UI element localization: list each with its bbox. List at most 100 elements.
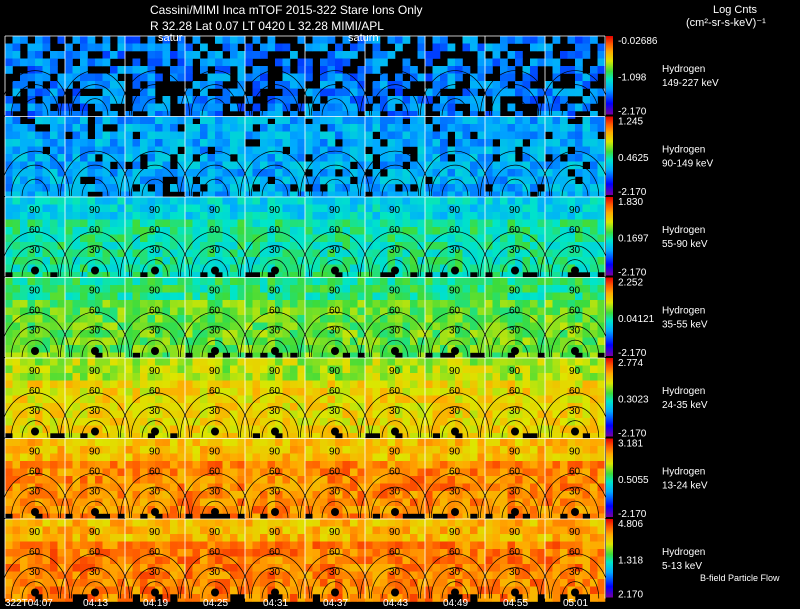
contour-label: 90: [569, 205, 581, 216]
x-tick-label: 04:43: [383, 598, 408, 609]
contour-label: 90: [89, 366, 101, 377]
contour-label: 30: [569, 487, 581, 498]
saturn-marker: [451, 427, 459, 436]
contour-label: 30: [269, 487, 281, 498]
saturn-marker: [511, 508, 519, 516]
energy-range-label: 149-227 keV: [662, 78, 719, 89]
contour-label: 60: [209, 386, 221, 397]
contour-label: 60: [89, 306, 101, 317]
saturn-marker: [451, 266, 459, 275]
contour-label: 90: [389, 527, 401, 538]
saturn-marker: [31, 266, 39, 275]
contour-label: 30: [509, 487, 521, 498]
contour-label: 30: [509, 326, 521, 337]
contour-label: 90: [29, 205, 41, 216]
colorbar-min-label: -2.170: [618, 348, 647, 359]
colorbar: [606, 197, 613, 276]
contour-label: 90: [449, 286, 461, 297]
contour-label: 30: [329, 406, 341, 417]
saturn-marker: [271, 266, 279, 275]
colorbar-mid-label: 0.04121: [618, 314, 655, 325]
saturn-marker: [31, 427, 39, 436]
energy-range-label: 13-24 keV: [662, 481, 708, 492]
x-tick-label: 04:37: [323, 598, 348, 609]
contour-label: 60: [329, 386, 341, 397]
contour-label: 30: [569, 406, 581, 417]
contour-label: 60: [329, 225, 341, 236]
contour-label: 90: [329, 366, 341, 377]
contour-label: 30: [149, 406, 161, 417]
colorbar-min-label: -2.170: [618, 268, 647, 279]
contour-label: 90: [89, 286, 101, 297]
contour-label: 30: [89, 245, 101, 256]
contour-label: 90: [209, 447, 221, 458]
contour-label: 30: [149, 487, 161, 498]
x-tick-label: 04:31: [263, 598, 288, 609]
contour-label: 60: [509, 467, 521, 478]
contour-label: 60: [569, 225, 581, 236]
contour-label: 60: [509, 225, 521, 236]
contour-label: 90: [449, 366, 461, 377]
colorbar-max-label: 3.181: [618, 439, 643, 450]
colorbar-min-label: -2.170: [618, 509, 647, 520]
contour-label: 30: [149, 326, 161, 337]
contour-label: 60: [29, 225, 41, 236]
contour-label: 30: [209, 406, 221, 417]
contour-label: 30: [29, 487, 41, 498]
saturn-marker: [451, 588, 459, 597]
contour-label: 60: [89, 547, 101, 558]
saturn-marker: [391, 588, 399, 597]
saturn-marker: [211, 588, 219, 597]
colorbar: [606, 519, 613, 598]
contour-label: 30: [389, 245, 401, 256]
plot-subtitle: R 32.28 Lat 0.07 LT 0420 L 32.28 MIMI/AP…: [150, 19, 384, 33]
contour-label: 60: [269, 467, 281, 478]
energy-range-label: 90-149 keV: [662, 159, 713, 170]
species-label: Hydrogen: [662, 145, 705, 156]
contour-label: 90: [569, 447, 581, 458]
contour-label: 60: [29, 306, 41, 317]
saturn-label: satur: [158, 32, 183, 44]
contour-label: 30: [89, 567, 101, 578]
contour-label: 30: [569, 567, 581, 578]
saturn-marker: [391, 266, 399, 275]
saturn-marker: [91, 508, 99, 516]
contour-label: 60: [389, 306, 401, 317]
colorbar-max-label: 1.245: [618, 117, 643, 128]
contour-label: 30: [509, 406, 521, 417]
contour-label: 90: [329, 527, 341, 538]
saturn-marker: [571, 347, 579, 355]
contour-label: 90: [269, 447, 281, 458]
saturn-marker: [211, 427, 219, 436]
saturn-marker: [211, 347, 219, 355]
saturn-marker: [331, 266, 339, 275]
contour-label: 60: [149, 547, 161, 558]
contour-label: 30: [269, 406, 281, 417]
colorbar-max-label: -0.02686: [618, 36, 658, 47]
contour-label: 90: [269, 366, 281, 377]
x-tick-label: 04:49: [443, 598, 468, 609]
contour-label: 90: [509, 366, 521, 377]
saturn-marker: [271, 347, 279, 355]
saturn-marker: [271, 508, 279, 516]
contour-label: 60: [329, 467, 341, 478]
contour-label: 30: [209, 326, 221, 337]
colorbar: [606, 358, 613, 437]
contour-label: 60: [329, 306, 341, 317]
contour-label: 90: [449, 447, 461, 458]
saturn-marker: [91, 427, 99, 436]
contour-label: 30: [449, 567, 461, 578]
contour-label: 90: [329, 205, 341, 216]
contour-label: 90: [569, 366, 581, 377]
colorbar-min-label: -2.170: [618, 107, 647, 118]
contour-label: 30: [209, 487, 221, 498]
saturn-marker: [91, 588, 99, 597]
contour-label: 60: [209, 225, 221, 236]
energy-range-label: 5-13 keV: [662, 561, 702, 572]
contour-label: 60: [149, 306, 161, 317]
species-label: Hydrogen: [662, 386, 705, 397]
saturn-marker: [571, 427, 579, 436]
contour-label: 60: [269, 547, 281, 558]
contour-label: 60: [149, 467, 161, 478]
